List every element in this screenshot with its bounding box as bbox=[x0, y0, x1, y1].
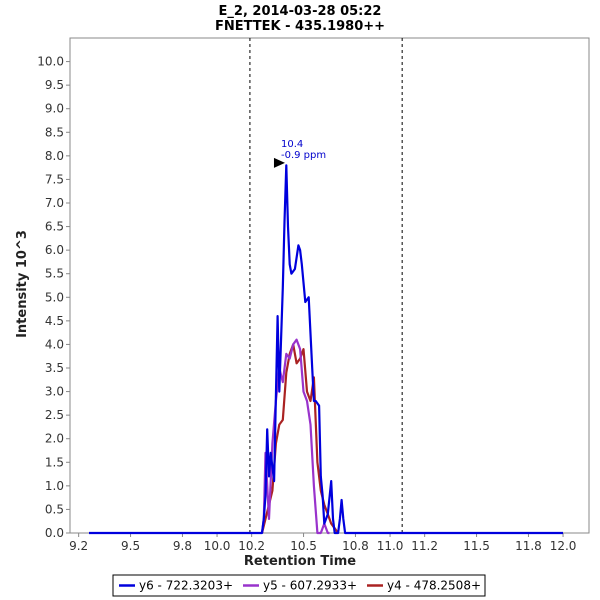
y-tick-label: 9.0 bbox=[45, 102, 64, 116]
y-axis-label: Intensity 10^3 bbox=[15, 230, 30, 338]
x-tick-label: 10.2 bbox=[238, 539, 265, 553]
y-tick-label: 1.0 bbox=[45, 479, 64, 493]
x-tick-label: 9.8 bbox=[173, 539, 192, 553]
y-tick-label: 8.5 bbox=[45, 125, 64, 139]
y-tick-label: 5.5 bbox=[45, 267, 64, 281]
y-tick-label: 8.0 bbox=[45, 149, 64, 163]
peak-label-ppm: -0.9 ppm bbox=[281, 150, 326, 161]
x-tick-label: 11.8 bbox=[515, 539, 542, 553]
y-tick-label: 7.5 bbox=[45, 172, 64, 186]
y-tick-label: 2.0 bbox=[45, 432, 64, 446]
legend-box bbox=[112, 574, 486, 597]
x-tick-label: 10.0 bbox=[204, 539, 231, 553]
y-tick-label: 4.0 bbox=[45, 337, 64, 351]
y-tick-label: 10.0 bbox=[37, 55, 64, 69]
peak-label-time: 10.4 bbox=[281, 139, 303, 150]
x-tick-label: 9.5 bbox=[121, 539, 140, 553]
x-tick-label: 11.0 bbox=[377, 539, 404, 553]
x-tick-label: 11.2 bbox=[411, 539, 438, 553]
x-tick-label: 12.0 bbox=[550, 539, 577, 553]
y-tick-label: 7.0 bbox=[45, 196, 64, 210]
y-tick-label: 6.0 bbox=[45, 243, 64, 257]
x-tick-label: 11.5 bbox=[463, 539, 490, 553]
series-line-1 bbox=[89, 164, 563, 535]
chart-subtitle: FNETTEK - 435.1980++ bbox=[215, 19, 385, 34]
plot-area: 0.0 0.5 1.0 1.5 2.0 2.5 3.0 3.5 4.0 4.5 5.0 5.5 6.0 6… bbox=[37, 37, 590, 553]
x-tick-label: 9.2 bbox=[69, 539, 88, 553]
y-tick-label: 2.5 bbox=[45, 408, 64, 422]
y-tick-label: 0.0 bbox=[45, 526, 64, 540]
chart-title: E_2, 2014-03-28 05:22 bbox=[219, 4, 382, 19]
x-axis-label: Retention Time bbox=[244, 554, 356, 569]
y-tick-label: 9.5 bbox=[45, 78, 64, 92]
legend-label-1: y6 - 722.3203+ bbox=[139, 579, 233, 593]
peak-pointer bbox=[273, 157, 285, 168]
y-tick-label: 3.5 bbox=[45, 361, 64, 375]
x-tick-label: 10.8 bbox=[342, 539, 369, 553]
y-tick-label: 4.5 bbox=[45, 314, 64, 328]
y-tick-label: 6.5 bbox=[45, 220, 64, 234]
y-tick-label: 0.5 bbox=[45, 502, 64, 516]
y-tick-label: 5.0 bbox=[45, 290, 64, 304]
legend-label-2: y5 - 607.2933+ bbox=[263, 579, 357, 593]
legend: y6 - 722.3203+ y5 - 607.2933+ y4 - 478.250… bbox=[112, 574, 486, 597]
x-tick-label: 10.5 bbox=[290, 539, 317, 553]
legend-label-3: y4 - 478.2508+ bbox=[387, 579, 481, 593]
y-tick-label: 1.5 bbox=[45, 455, 64, 469]
series-line-2 bbox=[260, 338, 330, 535]
y-tick-label: 3.0 bbox=[45, 385, 64, 399]
